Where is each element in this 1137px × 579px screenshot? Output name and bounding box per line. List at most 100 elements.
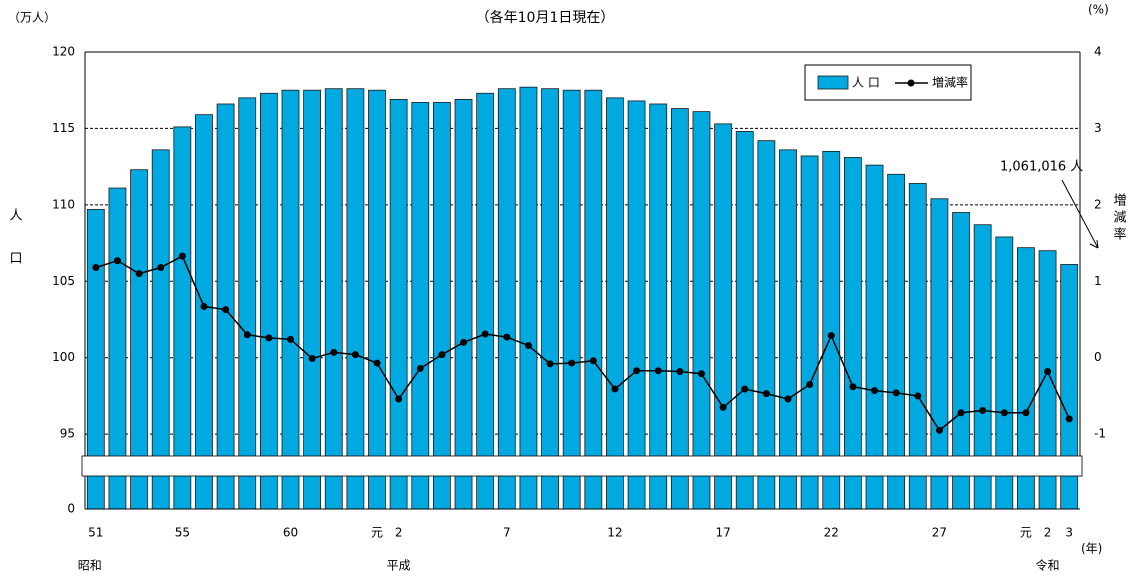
legend-label: 人 口 <box>852 76 880 90</box>
bar <box>714 123 732 510</box>
rate-point <box>741 385 749 393</box>
rate-point <box>330 348 338 356</box>
rate-point <box>113 257 121 265</box>
y-unit: （万人） <box>8 11 56 25</box>
rate-point <box>308 354 316 362</box>
y2-tick-label: 3 <box>1094 121 1102 135</box>
x-tick-label: 17 <box>715 526 730 540</box>
rate-point <box>265 334 273 342</box>
x-tick-label: 60 <box>283 526 298 540</box>
y2-tick-label: 0 <box>1094 350 1102 364</box>
rate-point <box>762 390 770 398</box>
rate-point <box>935 426 943 434</box>
bar <box>476 92 495 510</box>
bar <box>627 100 646 510</box>
y-tick-label: 110 <box>52 197 75 211</box>
bar <box>303 89 322 510</box>
legend-swatch <box>817 75 849 90</box>
bar <box>389 98 408 510</box>
rate-point <box>351 351 359 359</box>
x-tick-label: 7 <box>503 526 511 540</box>
y2-unit: (%) <box>1088 3 1109 17</box>
y2-tick-label: 4 <box>1094 45 1102 59</box>
chart-title: （各年10月1日現在） <box>476 10 615 26</box>
y-tick-label: 115 <box>52 121 75 135</box>
era-label: 令和 <box>1036 558 1060 573</box>
bar <box>346 88 365 510</box>
rate-point <box>1065 415 1073 423</box>
rate-point <box>135 270 143 278</box>
x-tick-label: 元 <box>371 526 383 540</box>
rate-point <box>1044 367 1052 375</box>
rate-point <box>589 357 597 365</box>
legend-marker <box>907 79 915 87</box>
rate-point <box>286 335 294 343</box>
bar <box>173 126 192 510</box>
rate-point <box>1022 409 1030 417</box>
rate-point <box>222 306 230 314</box>
axis-break <box>81 455 1083 477</box>
x-tick-label: 元 <box>1020 526 1032 540</box>
bar <box>606 97 624 510</box>
bar <box>670 108 689 510</box>
rate-point <box>373 359 381 367</box>
bar <box>151 149 170 510</box>
annotation-arrow <box>1061 179 1099 249</box>
rate-point <box>806 380 814 388</box>
annotation: 1,061,016 人 <box>1000 160 1083 175</box>
rate-point <box>503 333 511 341</box>
y-tick-label: 100 <box>52 350 75 364</box>
rate-point <box>460 338 468 346</box>
bar <box>368 89 386 510</box>
y-tick-label: 105 <box>52 274 75 288</box>
rate-point <box>524 341 532 349</box>
x-tick-label: 2 <box>1044 526 1052 540</box>
bar <box>195 114 213 510</box>
rate-point <box>633 367 641 375</box>
y-label: 人口 <box>7 208 23 294</box>
y-tick-label: 120 <box>52 45 75 59</box>
y2-tick-label: 2 <box>1094 197 1102 211</box>
legend-label: 増減率 <box>932 75 968 90</box>
rate-point <box>178 252 186 260</box>
rate-point <box>676 367 684 375</box>
bar <box>411 102 430 510</box>
rate-point <box>827 332 835 340</box>
bar <box>822 150 841 510</box>
x-tick-label: 55 <box>175 526 190 540</box>
x-tick-label: 12 <box>607 526 622 540</box>
rate-point <box>784 395 792 403</box>
x-tick-label: 2 <box>395 526 403 540</box>
y2-tick-label: 1 <box>1094 274 1102 288</box>
rate-point <box>914 392 922 400</box>
rate-point <box>546 360 554 368</box>
y2-label: 増減率 <box>1111 193 1127 244</box>
x-tick-label: 51 <box>88 526 103 540</box>
bar <box>692 111 711 510</box>
era-label: 平成 <box>387 559 411 573</box>
bar <box>649 103 668 510</box>
rate-point <box>871 387 879 395</box>
rate-point <box>481 330 489 338</box>
x-unit: (年) <box>1081 542 1102 556</box>
y-tick-label: 95 <box>60 427 75 441</box>
y-tick-label: 0 <box>67 502 75 516</box>
rate-point <box>611 385 619 393</box>
bar <box>433 102 451 510</box>
bar <box>238 97 257 510</box>
legend: 人 口 増減率 <box>804 64 972 101</box>
bar <box>584 89 603 510</box>
bar <box>779 149 797 510</box>
rate-line <box>95 255 1070 432</box>
era-label: 昭和 <box>78 559 102 573</box>
rate-point <box>719 403 727 411</box>
bar <box>735 131 754 510</box>
bar <box>757 140 776 510</box>
x-tick-label: 27 <box>932 526 947 540</box>
bar <box>259 92 278 510</box>
rate-point <box>157 264 165 272</box>
rate-point <box>849 383 857 391</box>
bar <box>562 89 581 510</box>
bar <box>519 86 538 510</box>
